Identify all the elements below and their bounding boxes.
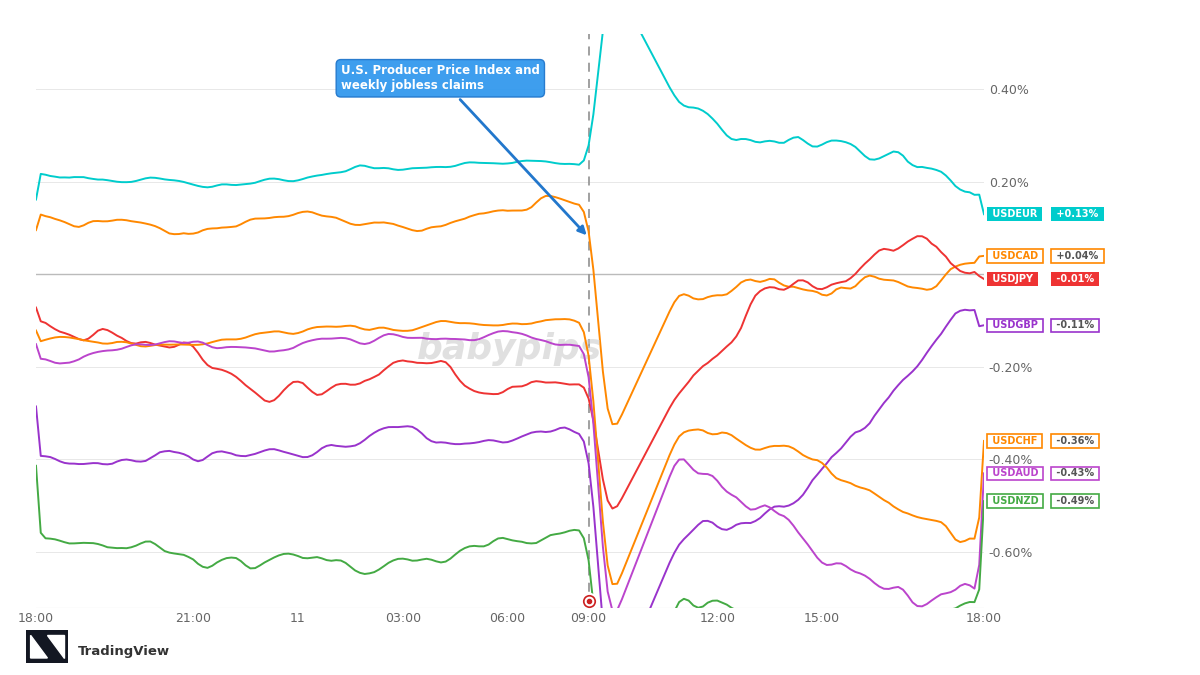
Text: USDCHF: USDCHF — [989, 436, 1040, 446]
Text: -0.11%: -0.11% — [1054, 320, 1098, 330]
Text: USDAUD: USDAUD — [989, 468, 1042, 479]
Text: -0.49%: -0.49% — [1054, 496, 1098, 506]
Text: TradingView: TradingView — [78, 645, 170, 658]
Text: USDNZD: USDNZD — [989, 496, 1042, 506]
Text: USDCAD: USDCAD — [989, 251, 1042, 261]
Text: -0.01%: -0.01% — [1054, 274, 1098, 284]
Polygon shape — [31, 635, 48, 658]
Text: U.S. Producer Price Index and
weekly jobless claims: U.S. Producer Price Index and weekly job… — [341, 64, 584, 233]
Text: USDGBP: USDGBP — [989, 320, 1040, 330]
Text: USDJPY: USDJPY — [989, 274, 1036, 284]
Text: USDEUR: USDEUR — [989, 209, 1040, 219]
Text: +0.13%: +0.13% — [1054, 209, 1102, 219]
Text: babypips: babypips — [418, 332, 602, 367]
Text: +0.04%: +0.04% — [1054, 251, 1102, 261]
Text: -0.36%: -0.36% — [1054, 436, 1098, 446]
Text: -0.43%: -0.43% — [1054, 468, 1098, 479]
Polygon shape — [48, 635, 65, 658]
